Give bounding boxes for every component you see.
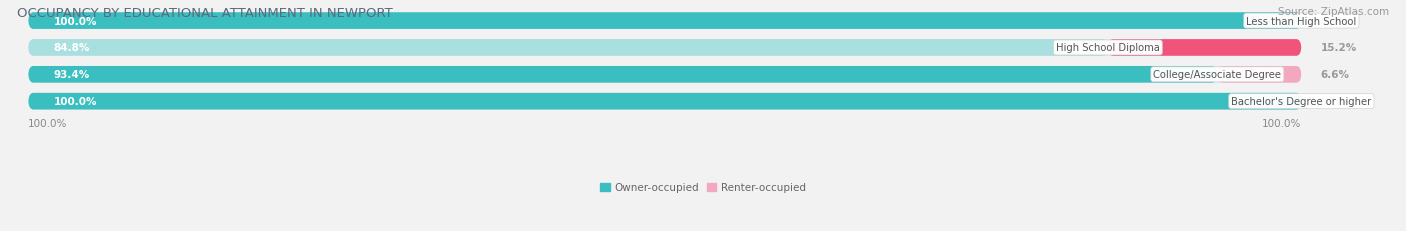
FancyBboxPatch shape (28, 94, 1302, 110)
Text: Less than High School: Less than High School (1246, 16, 1357, 27)
Text: 100.0%: 100.0% (53, 16, 97, 27)
Text: 100.0%: 100.0% (1263, 118, 1302, 128)
FancyBboxPatch shape (28, 40, 1302, 57)
FancyBboxPatch shape (28, 13, 1302, 30)
Text: Source: ZipAtlas.com: Source: ZipAtlas.com (1278, 7, 1389, 17)
FancyBboxPatch shape (1108, 40, 1302, 57)
Text: 100.0%: 100.0% (53, 97, 97, 107)
FancyBboxPatch shape (1218, 67, 1302, 83)
Text: 6.6%: 6.6% (1320, 70, 1350, 80)
Text: 100.0%: 100.0% (28, 118, 67, 128)
FancyBboxPatch shape (28, 40, 1108, 57)
Legend: Owner-occupied, Renter-occupied: Owner-occupied, Renter-occupied (600, 183, 806, 193)
Text: Bachelor's Degree or higher: Bachelor's Degree or higher (1232, 97, 1371, 107)
Text: College/Associate Degree: College/Associate Degree (1153, 70, 1281, 80)
Text: 84.8%: 84.8% (53, 43, 90, 53)
Text: OCCUPANCY BY EDUCATIONAL ATTAINMENT IN NEWPORT: OCCUPANCY BY EDUCATIONAL ATTAINMENT IN N… (17, 7, 392, 20)
Text: 15.2%: 15.2% (1320, 43, 1357, 53)
FancyBboxPatch shape (28, 94, 1302, 110)
FancyBboxPatch shape (28, 13, 1302, 30)
Text: 93.4%: 93.4% (53, 70, 90, 80)
FancyBboxPatch shape (28, 67, 1218, 83)
Text: High School Diploma: High School Diploma (1056, 43, 1160, 53)
Text: 0.0%: 0.0% (1320, 16, 1350, 27)
Text: 0.0%: 0.0% (1320, 97, 1350, 107)
FancyBboxPatch shape (28, 67, 1302, 83)
